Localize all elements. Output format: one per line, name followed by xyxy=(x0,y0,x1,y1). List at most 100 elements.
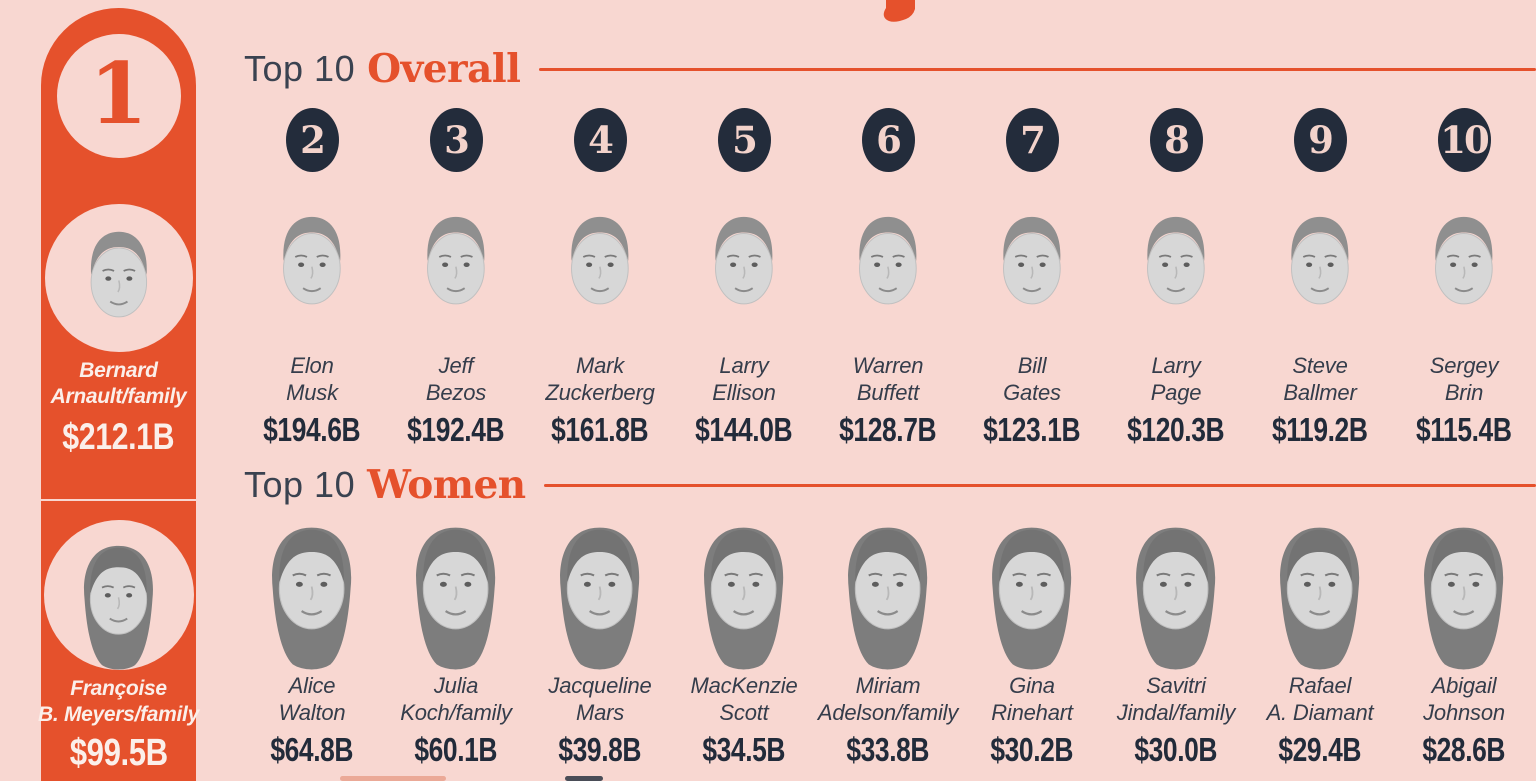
person-card: 3 Jeff Bezos $192.4B xyxy=(384,108,528,449)
person-name: Gina Rinehart xyxy=(991,673,1073,725)
person-name: Miriam Adelson/family xyxy=(817,673,959,725)
person-name: Warren Buffett xyxy=(852,353,924,405)
cropped-title-fragment xyxy=(881,0,915,26)
rank-number: 10 xyxy=(1440,117,1489,162)
person-card: Julia Koch/family $60.1B xyxy=(384,520,528,769)
heading-prefix: Top 10 xyxy=(244,48,356,89)
portrait-photo xyxy=(1120,522,1231,670)
portrait-photo xyxy=(407,210,505,340)
portrait-photo xyxy=(544,522,655,670)
person-name: Françoise B. Meyers/family xyxy=(38,677,199,726)
person-card: 8 Larry Page $120.3B xyxy=(1104,108,1248,449)
portrait-photo xyxy=(1271,210,1369,340)
person-card: 9 Steve Ballmer $119.2B xyxy=(1248,108,1392,449)
person-card: 6 Warren Buffett $128.7B xyxy=(816,108,960,449)
heading-rule xyxy=(538,67,1536,71)
sidebar-divider xyxy=(41,499,196,501)
heading-prefix: Top 10 xyxy=(244,464,356,505)
person-name: Bill Gates xyxy=(1003,353,1061,405)
net-worth-value: $64.8B xyxy=(270,731,354,768)
net-worth-value: $192.4B xyxy=(407,411,505,448)
net-worth-value: $29.4B xyxy=(1278,731,1362,768)
person-name: Jeff Bezos xyxy=(425,353,487,405)
net-worth-value: $123.1B xyxy=(983,411,1081,448)
rank-1-badge: 1 xyxy=(56,34,181,158)
portrait-photo xyxy=(400,522,511,670)
net-worth-value: $30.0B xyxy=(1134,731,1218,768)
rank-badge: 3 xyxy=(429,108,483,172)
person-name: Elon Musk xyxy=(286,353,338,405)
person-card: 2 Elon Musk $194.6B xyxy=(240,108,384,449)
portrait-photo xyxy=(983,210,1081,340)
cropped-next-section-fragment xyxy=(340,776,446,781)
rank-badge: 6 xyxy=(861,108,915,172)
person-card: Abigail Johnson $28.6B xyxy=(1392,520,1536,769)
person-name: Savitri Jindal/family xyxy=(1116,673,1236,725)
rank-badge: 9 xyxy=(1293,108,1347,172)
person-name: Larry Ellison xyxy=(712,353,776,405)
person-card: Jacqueline Mars $39.8B xyxy=(528,520,672,769)
overall-ranking-row: 2 Elon Musk $194.6B 3 Jeff Bezos $192.4B… xyxy=(240,108,1536,449)
heading-highlight: Women xyxy=(367,462,526,508)
rank-badge: 4 xyxy=(573,108,627,172)
person-card: 10 Sergey Brin $115.4B xyxy=(1392,108,1536,449)
net-worth-value: $28.6B xyxy=(1422,731,1506,768)
portrait-photo xyxy=(551,210,649,340)
person-card: Rafael A. Diamant $29.4B xyxy=(1248,520,1392,769)
portrait-photo xyxy=(839,210,937,340)
net-worth-value: $161.8B xyxy=(551,411,649,448)
portrait-photo xyxy=(976,522,1087,670)
rank-badge: 10 xyxy=(1437,108,1491,172)
rank-number: 5 xyxy=(732,117,758,162)
person-name: Sergey Brin xyxy=(1429,353,1499,405)
net-worth-value: $34.5B xyxy=(702,731,786,768)
net-worth-value: $119.2B xyxy=(1272,411,1368,448)
person-name: Alice Walton xyxy=(278,673,346,725)
rank-1-number: 1 xyxy=(89,44,148,143)
title-glyph-fragment xyxy=(883,0,915,22)
person-name: Rafael A. Diamant xyxy=(1266,673,1374,725)
net-worth-value: $60.1B xyxy=(414,731,498,768)
net-worth-value: $144.0B xyxy=(695,411,793,448)
cropped-next-section-fragment xyxy=(565,776,603,781)
person-name: MacKenzie Scott xyxy=(690,673,798,725)
main-content: Top 10 Overall 2 Elon Musk $194.6B 3 Jef… xyxy=(240,0,1536,781)
net-worth-value: $115.4B xyxy=(1416,411,1512,448)
rank-number: 7 xyxy=(1020,117,1046,162)
person-name: Abigail Johnson xyxy=(1423,673,1505,725)
rank-badge: 2 xyxy=(285,108,339,172)
person-name: Bernard Arnault/family xyxy=(50,359,187,408)
rank-badge: 7 xyxy=(1005,108,1059,172)
net-worth-value: $128.7B xyxy=(839,411,937,448)
women-ranking-row: Alice Walton $64.8B Julia Koch/family $6… xyxy=(240,520,1536,769)
portrait-photo xyxy=(256,522,367,670)
section-heading-overall: Top 10 Overall xyxy=(240,46,1536,92)
person-card: 7 Bill Gates $123.1B xyxy=(960,108,1104,449)
portrait-photo xyxy=(263,210,361,340)
rank-number: 2 xyxy=(300,117,326,162)
rank-number: 3 xyxy=(444,117,470,162)
person-card: Miriam Adelson/family $33.8B xyxy=(816,520,960,769)
portrait-photo xyxy=(832,522,943,670)
section-heading-women: Top 10 Women xyxy=(240,462,1536,508)
rank-1-sidebar: 1 Bernard Arnault/family $212.1B Françoi… xyxy=(38,8,199,781)
rank-badge: 5 xyxy=(717,108,771,172)
portrait-photo xyxy=(1408,522,1519,670)
heading-rule xyxy=(543,483,1536,487)
net-worth-value: $99.5B xyxy=(69,732,168,774)
person-card: Alice Walton $64.8B xyxy=(240,520,384,769)
portrait-photo xyxy=(1264,522,1375,670)
net-worth-value: $212.1B xyxy=(62,416,175,457)
person-name: Mark Zuckerberg xyxy=(545,353,655,405)
portrait-photo xyxy=(1127,210,1225,340)
rank-number: 8 xyxy=(1164,117,1190,162)
heading-highlight: Overall xyxy=(367,46,521,92)
person-name: Larry Page xyxy=(1150,353,1202,405)
net-worth-value: $30.2B xyxy=(990,731,1074,768)
person-card: 5 Larry Ellison $144.0B xyxy=(672,108,816,449)
net-worth-value: $39.8B xyxy=(558,731,642,768)
portrait-photo xyxy=(1415,210,1513,340)
person-name: Steve Ballmer xyxy=(1283,353,1357,405)
person-card: Savitri Jindal/family $30.0B xyxy=(1104,520,1248,769)
person-card: Gina Rinehart $30.2B xyxy=(960,520,1104,769)
